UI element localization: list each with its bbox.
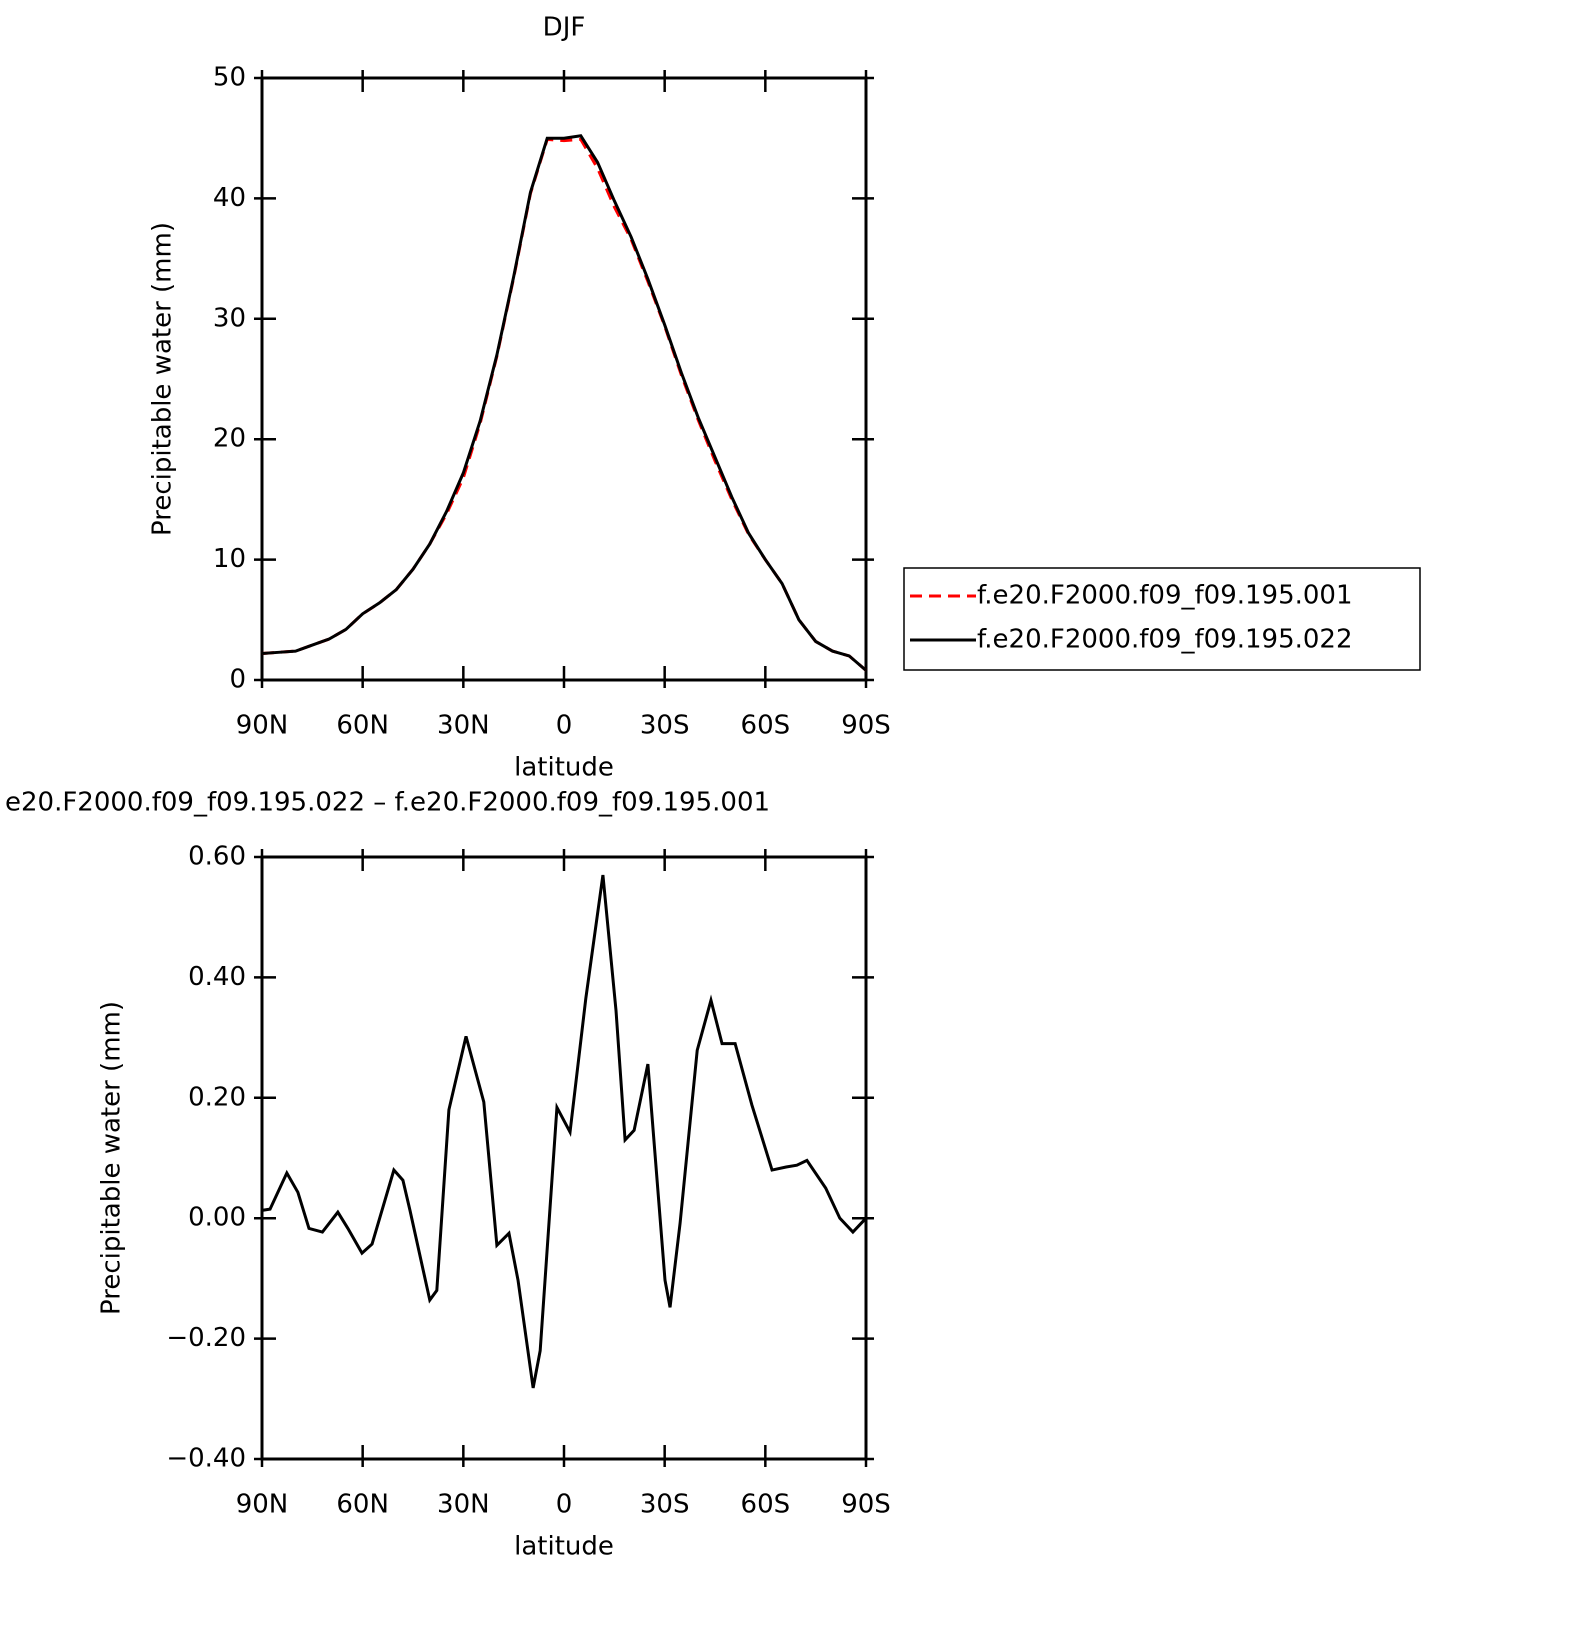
x-tick-label: 90S — [841, 711, 891, 741]
x-tick-label: 0 — [556, 1490, 573, 1520]
x-tick-label: 30S — [640, 1490, 690, 1520]
y-tick-label: 0.20 — [188, 1082, 246, 1112]
y-tick-label: 0.40 — [188, 962, 246, 992]
plot-frame — [260, 855, 868, 1461]
y-tick-label: −0.20 — [166, 1323, 246, 1353]
x-axis-label: latitude — [514, 753, 614, 783]
x-tick-label: 30N — [437, 711, 490, 741]
legend-box — [903, 567, 1421, 671]
x-tick-label: 60N — [336, 711, 389, 741]
y-tick-label: 0.00 — [188, 1203, 246, 1233]
x-tick-label: 60S — [741, 711, 791, 741]
y-tick-label: 30 — [213, 303, 246, 333]
chart-title: DJF — [543, 13, 586, 43]
plot-frame — [260, 76, 868, 682]
legend-label: f.e20.F2000.f09_f09.195.001 — [977, 581, 1353, 611]
x-tick-label: 30N — [437, 1490, 490, 1520]
legend-label: f.e20.F2000.f09_f09.195.022 — [977, 625, 1353, 655]
x-tick-label: 90S — [841, 1490, 891, 1520]
y-tick-label: 50 — [213, 63, 246, 93]
y-tick-label: 0 — [229, 665, 246, 695]
x-tick-label: 90N — [236, 1490, 289, 1520]
data-line — [261, 874, 868, 1389]
x-tick-label: 60N — [336, 1490, 389, 1520]
y-axis-label: Precipitable water (mm) — [148, 222, 178, 536]
y-axis-label: Precipitable water (mm) — [97, 1001, 127, 1315]
x-axis-label: latitude — [514, 1532, 614, 1562]
data-line — [261, 134, 867, 672]
x-tick-label: 0 — [556, 711, 573, 741]
x-tick-label: 30S — [640, 711, 690, 741]
chart-title: e20.F2000.f09_f09.195.022 – f.e20.F2000.… — [5, 788, 770, 818]
x-tick-label: 90N — [236, 711, 289, 741]
y-tick-label: 0.60 — [188, 842, 246, 872]
data-line — [261, 137, 867, 672]
y-tick-label: 10 — [213, 544, 246, 574]
y-tick-label: −0.40 — [166, 1444, 246, 1474]
y-tick-label: 40 — [213, 183, 246, 213]
y-tick-label: 20 — [213, 424, 246, 454]
x-tick-label: 60S — [741, 1490, 791, 1520]
